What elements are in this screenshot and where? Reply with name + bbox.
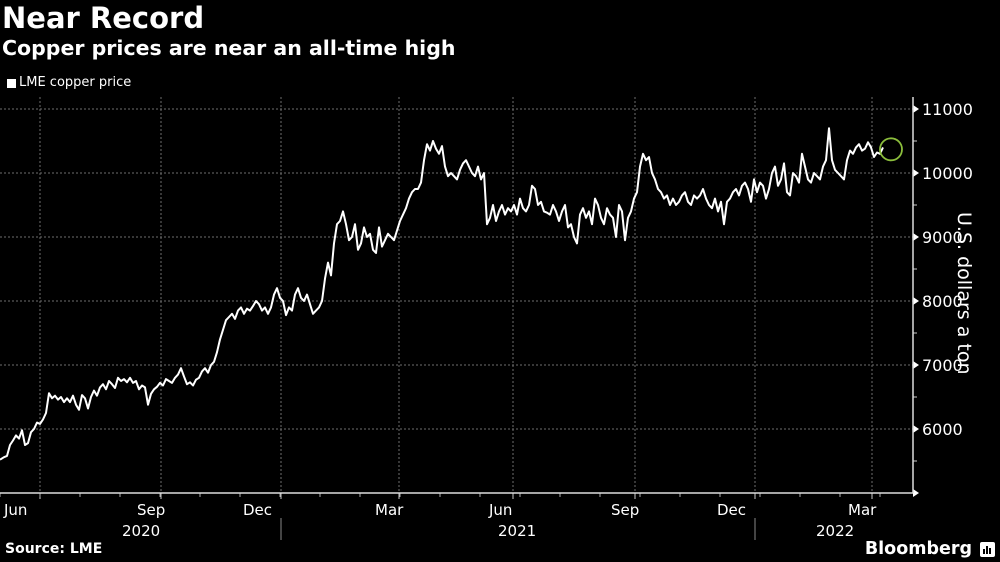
y-tick-label: 8000 (922, 292, 963, 311)
latest-price-highlight-icon (879, 137, 903, 162)
legend-swatch-icon (7, 78, 16, 88)
y-tick-label: 10000 (922, 164, 973, 183)
y-tick-label: 9000 (922, 228, 963, 247)
legend-label: LME copper price (19, 75, 132, 90)
chart-title: Near Record (2, 1, 205, 35)
brand-logo: Bloomberg (864, 539, 972, 559)
y-tick-label: 6000 (922, 420, 963, 439)
y-axis-title: U.S. dollars a ton (953, 212, 975, 375)
y-tick-label: 7000 (922, 356, 963, 375)
x-tick-label: Jun (3, 501, 27, 519)
bloomberg-chart-icon (980, 542, 995, 557)
year-label: 2021 (498, 522, 536, 540)
axes: 6000 7000 8000 9000 10000 11000 Jun Sep Dec Mar Ju… (0, 97, 973, 540)
copper-price-line (0, 127, 884, 461)
x-tick-label: Mar (848, 501, 877, 519)
chart-subtitle: Copper prices are near an all-time high (2, 36, 456, 60)
year-label: 2020 (122, 522, 160, 540)
year-label: 2022 (816, 522, 854, 540)
x-tick-label: Sep (611, 501, 639, 519)
x-tick-label: Dec (717, 501, 746, 519)
x-tick-label: Sep (137, 501, 165, 519)
x-tick-label: Dec (243, 501, 272, 519)
x-tick-label: Mar (375, 501, 404, 519)
x-tick-label: Jun (488, 501, 512, 519)
legend: LME copper price (7, 74, 131, 92)
y-tick-label: 11000 (922, 100, 973, 119)
source-note: Source: LME (5, 541, 103, 557)
gridlines (0, 97, 913, 493)
